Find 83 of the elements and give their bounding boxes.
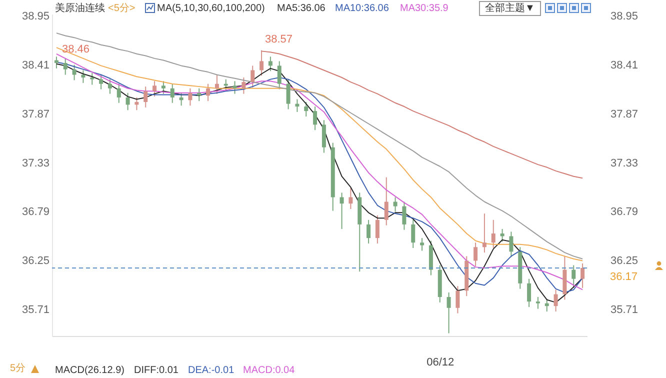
text: 5分 — [10, 362, 26, 375]
candlestick — [152, 80, 157, 98]
candlestick — [554, 289, 558, 312]
candlestick — [197, 88, 202, 102]
candlestick — [456, 286, 460, 314]
candlestick — [527, 278, 532, 308]
candlestick — [250, 65, 255, 88]
annotation: 38.46 — [62, 43, 90, 56]
candlestick — [116, 83, 121, 104]
candlestick — [402, 201, 406, 230]
y2-tick-label: 36.79 — [610, 206, 638, 218]
candlestick — [206, 83, 210, 102]
candlestick — [420, 238, 424, 252]
y2-tick-label: 36.25 — [610, 255, 638, 268]
text: MA30:35.9 — [400, 2, 448, 15]
y-tick-label: 37.87 — [22, 108, 50, 120]
candlestick — [295, 98, 300, 112]
text: <5分> — [108, 2, 136, 15]
candlestick — [340, 192, 344, 230]
candlestick — [188, 88, 192, 106]
y2-tick-label: 35.71 — [610, 304, 638, 316]
annotation: 38.57 — [265, 33, 293, 46]
line-series — [261, 50, 584, 179]
candlestick — [411, 219, 416, 249]
y-tick-label: 36.79 — [22, 206, 50, 218]
candlestick — [126, 92, 130, 111]
candlestick — [580, 262, 585, 288]
y2-tick-label: 38.41 — [610, 59, 638, 72]
candlestick — [161, 80, 166, 94]
y2-tick-label: 38.95 — [610, 10, 638, 22]
candlestick — [134, 96, 139, 111]
candlestick — [286, 78, 290, 110]
candlestick — [313, 106, 318, 131]
text: MACD(26.12.9) — [55, 364, 124, 377]
candlestick — [90, 72, 94, 86]
candlestick — [72, 64, 76, 81]
candlestick — [544, 298, 549, 312]
candlestick — [108, 78, 112, 94]
candlestick — [232, 80, 237, 94]
candlestick — [277, 60, 282, 90]
candlestick — [375, 214, 380, 244]
candlestick — [170, 83, 174, 104]
ref-line-label: 36.17 — [610, 270, 638, 283]
candlestick — [366, 219, 371, 244]
text: MACD:0.04 — [243, 364, 295, 377]
candlestick — [509, 231, 514, 258]
candlestick — [322, 120, 326, 154]
text: 全部主题▼ — [479, 1, 541, 16]
candlestick — [446, 292, 451, 334]
candlestick — [242, 76, 246, 94]
candlestick — [474, 242, 478, 267]
candlestick — [63, 58, 68, 76]
x-tick-label: 06/12 — [426, 356, 454, 368]
y-tick-label: 37.33 — [22, 157, 50, 170]
candlestick — [384, 176, 388, 226]
candlestick — [144, 86, 148, 108]
candlestick — [268, 56, 272, 72]
text: DIFF:0.01 — [134, 364, 178, 377]
y-tick-label: 35.71 — [22, 304, 50, 316]
candlestick — [304, 101, 308, 117]
candlestick — [81, 70, 86, 84]
candlestick — [491, 219, 496, 249]
text: MA5:36.06 — [277, 2, 326, 15]
candlestick — [482, 213, 486, 254]
candlestick — [500, 228, 504, 242]
text: MA(5,10,30,60,100,200) — [157, 2, 265, 15]
text: DEA:-0.01 — [188, 364, 234, 377]
text: MA10:36.06 — [335, 2, 389, 15]
candlestick — [54, 56, 58, 69]
candlestick — [179, 92, 184, 106]
candlestick — [214, 74, 219, 94]
candlestick — [572, 264, 576, 288]
candlestick — [348, 188, 353, 210]
y2-tick-label: 37.87 — [610, 108, 638, 120]
chart-title: 美原油连续 — [55, 2, 105, 15]
candlestick — [393, 196, 398, 212]
candlestick — [536, 296, 540, 310]
y2-tick-label: 37.33 — [610, 157, 638, 170]
y-tick-label: 38.95 — [22, 10, 50, 22]
y-tick-label: 36.25 — [22, 255, 50, 268]
candlestick — [99, 74, 104, 90]
y-tick-label: 38.41 — [22, 59, 50, 72]
candlestick — [260, 50, 264, 76]
